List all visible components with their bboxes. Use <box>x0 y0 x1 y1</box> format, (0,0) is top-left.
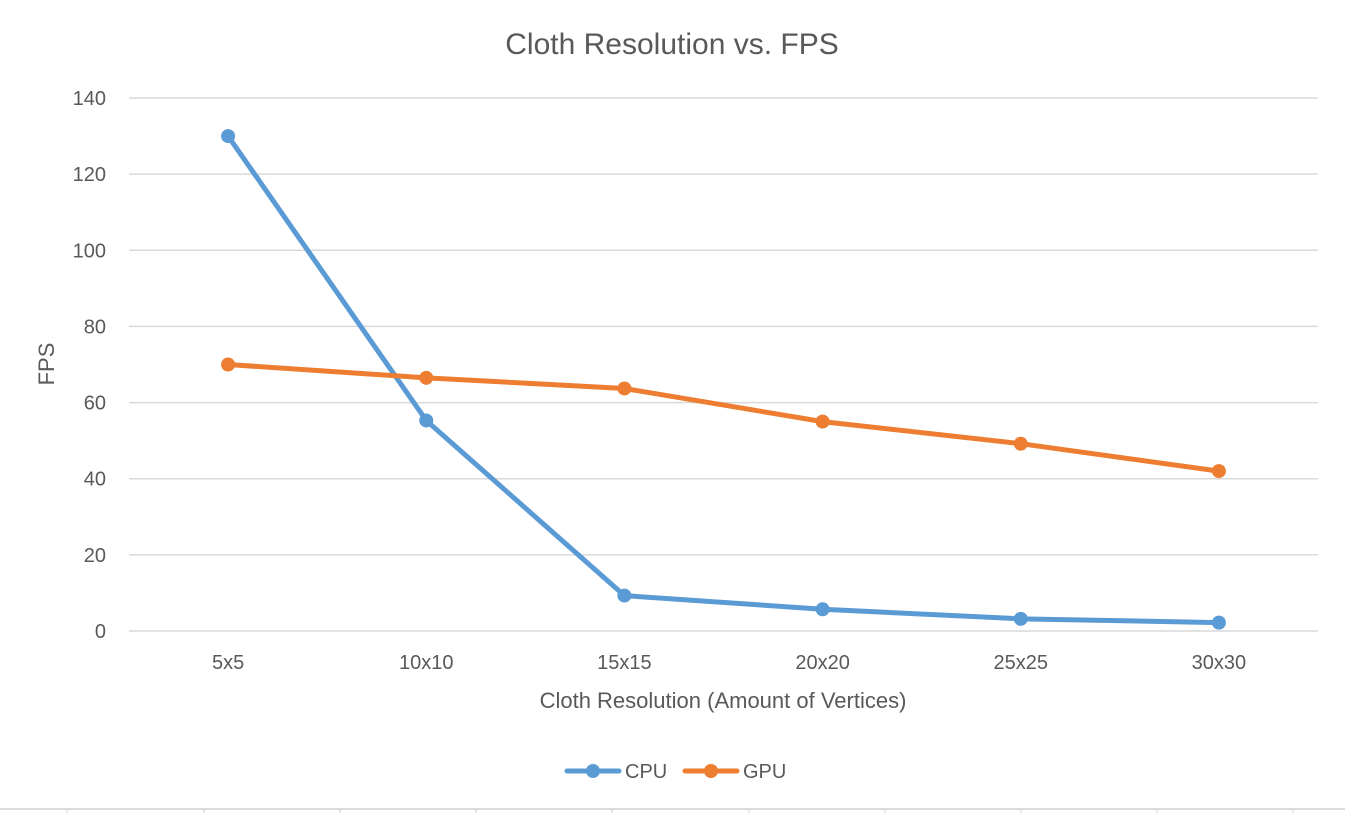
data-point-cpu <box>419 413 434 428</box>
y-tick-label: 40 <box>84 469 106 491</box>
y-axis-title: FPS <box>34 343 59 386</box>
y-axis-ticks: 0 20 40 60 80 100 120 140 <box>73 88 106 643</box>
gridlines <box>129 97 1318 632</box>
x-tick-label: 20x20 <box>795 652 850 674</box>
series-cpu <box>221 129 1226 630</box>
data-point-cpu <box>815 602 830 617</box>
series-line-gpu <box>225 362 1222 474</box>
x-tick-label: 15x15 <box>597 652 652 674</box>
x-tick-label: 30x30 <box>1192 652 1247 674</box>
legend-label: CPU <box>625 761 667 783</box>
legend-item-gpu: GPU <box>682 761 786 783</box>
bottom-border <box>0 808 1345 813</box>
data-point-gpu <box>815 414 830 429</box>
x-tick-label: 25x25 <box>994 652 1049 674</box>
x-tick-label: 10x10 <box>399 652 454 674</box>
series-lines <box>221 129 1226 630</box>
x-axis-title: Cloth Resolution (Amount of Vertices) <box>540 688 907 713</box>
data-point-gpu <box>1013 436 1028 451</box>
y-tick-label: 100 <box>73 240 106 262</box>
chart-title: Cloth Resolution vs. FPS <box>505 28 838 61</box>
x-axis-ticks: 5x5 10x10 15x15 20x20 25x25 30x30 <box>212 652 1246 674</box>
legend: CPU GPU <box>564 761 786 783</box>
data-point-cpu <box>221 129 236 144</box>
data-point-gpu <box>221 357 236 372</box>
series-gpu <box>221 357 1226 479</box>
legend-item-cpu: CPU <box>564 761 667 783</box>
y-tick-label: 20 <box>84 545 106 567</box>
x-tick-label: 5x5 <box>212 652 244 674</box>
y-tick-label: 80 <box>84 316 106 338</box>
y-tick-label: 0 <box>95 621 106 643</box>
y-tick-label: 60 <box>84 393 106 415</box>
series-line-cpu <box>225 133 1222 626</box>
legend-marker <box>704 764 718 778</box>
data-point-cpu <box>1013 611 1028 626</box>
data-point-cpu <box>1211 615 1226 630</box>
legend-label: GPU <box>743 761 786 783</box>
y-tick-label: 120 <box>73 164 106 186</box>
y-tick-label: 140 <box>73 88 106 110</box>
data-point-gpu <box>617 381 632 396</box>
data-point-gpu <box>1211 464 1226 479</box>
data-point-cpu <box>617 588 632 603</box>
data-point-gpu <box>419 370 434 385</box>
legend-marker <box>586 764 600 778</box>
